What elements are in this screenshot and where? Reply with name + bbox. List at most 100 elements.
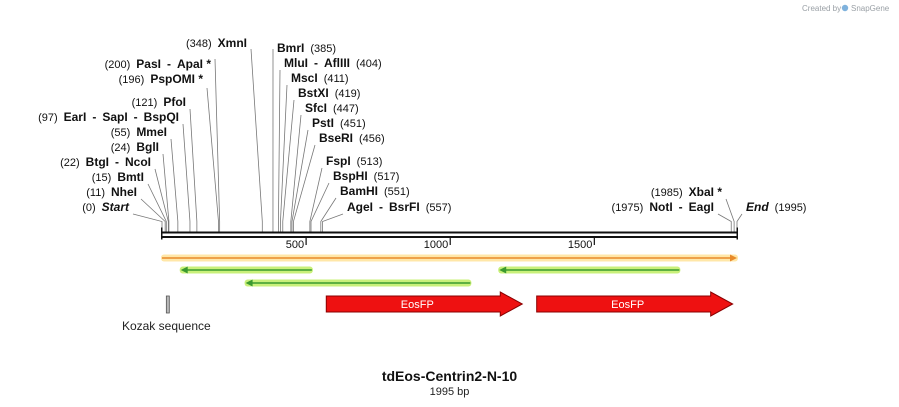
backbone-left-cap [161,227,163,240]
site-label-bseri-enzyme: BseRI [319,131,353,145]
site-label-pasi-position: (200) [105,59,131,71]
ruler-tick-label-1000: 1000 [424,239,448,251]
map-title: tdEos-Centrin2-N-10 [382,368,518,384]
site-label-end-position: (1995) [775,202,807,214]
feature-kozak-label: Kozak sequence [122,319,211,333]
site-label-bamhi-position: (551) [384,186,410,198]
site-label-pspomi-enzyme: PspOMI * [150,72,203,86]
ruler-ticks: 500 1000 1500 [286,238,595,251]
site-line-eari [182,123,191,232]
site-label-bmti-enzyme: BmtI [117,170,144,184]
site-label-mmei-position: (55) [111,127,131,139]
site-label-start-position: (0) [82,202,95,214]
site-label-mlui-position: (404) [356,58,382,70]
site-label-psti-position: (451) [340,118,366,130]
site-line-btgi [154,168,169,232]
backbone-bottom-strand [161,236,738,238]
site-label-xbai-position: (1985) [651,187,683,199]
site-line-nhei [140,198,166,232]
site-label-end-enzyme: End [746,200,769,214]
site-label-mlui-enzyme: MluI [284,56,308,70]
feature-cds-label-570: EosFP [401,299,434,311]
site-line-bstxi [282,99,295,232]
site-label-bmri-position: (385) [310,43,336,55]
site-line-bamhi [320,197,337,232]
site-label-psti-enzyme: PstI [312,116,334,130]
site-label-eari-position: (97) [38,112,58,124]
site-label-btgi-enzyme: NcoI [125,155,151,169]
site-label-fspi-enzyme: FspI [326,154,351,168]
site-label-noti-enzyme: NotI [649,200,672,214]
primer-arrowhead-65 [180,266,188,274]
feature-orange-arrowhead [730,254,737,262]
site-label-pasi-separator: - [167,57,171,71]
site-line-bmti [147,183,167,232]
site-label-sfci-enzyme: SfcI [305,101,327,115]
site-label-bgli-position: (24) [111,142,131,154]
site-line-sfci [290,114,302,232]
site-label-btgi-enzyme: BtgI [86,155,109,169]
primer-arrowhead-1170 [499,266,507,274]
site-label-nhei-enzyme: NheI [111,185,137,199]
site-line-pspomi [206,87,219,232]
site-label-bstxi-position: (419) [335,88,361,100]
site-label-bmri-enzyme: BmrI [277,41,304,55]
credit-text: Created by [802,4,841,13]
site-line-msci [280,84,288,232]
site-label-agei-enzyme: BsrFI [389,200,420,214]
site-line-xmni [250,48,263,232]
site-label-bsphi-position: (517) [374,171,400,183]
site-label-agei-separator: - [379,200,383,214]
site-line-bseri [293,144,316,232]
site-line-xbai [725,198,735,232]
site-label-pspomi-position: (196) [119,74,145,86]
ruler-tick-label-1500: 1500 [568,239,592,251]
site-lines [132,48,743,232]
snapgene-credit: Created by SnapGene [802,4,890,13]
site-line-bsphi [310,182,330,232]
site-label-start-enzyme: Start [102,200,130,214]
site-label-agei-enzyme: AgeI [347,200,373,214]
site-label-pfoi-enzyme: PfoI [163,95,186,109]
site-label-pfoi-position: (121) [132,97,158,109]
primer-arrowhead-290 [245,279,253,287]
site-label-mlui-enzyme: AflIII [324,56,350,70]
ruler-tick-label-500: 500 [286,239,304,251]
site-label-noti-enzyme: EagI [689,200,714,214]
site-label-bamhi-enzyme: BamHI [340,184,378,198]
site-label-eari-enzyme: EarI [64,110,87,124]
map-length: 1995 bp [430,386,470,398]
sequence-backbone [161,227,738,240]
site-label-nhei-position: (11) [86,187,105,199]
feature-cds-label-1300: EosFP [611,299,644,311]
site-line-mmei [170,138,179,232]
site-label-bseri-position: (456) [359,133,385,145]
feature-cds-arrow-570 [325,291,524,317]
site-label-xmni-enzyme: XmnI [218,36,247,50]
feature-cds-arrow-1300 [536,291,734,317]
site-line-fspi [309,167,323,232]
site-label-msci-position: (411) [324,73,349,85]
site-label-xmni-position: (348) [186,38,212,50]
site-label-bstxi-enzyme: BstXI [298,86,329,100]
site-label-eari-enzyme: SapI [102,110,127,124]
credit-brand: SnapGene [851,4,890,13]
site-line-noti [717,213,732,232]
site-line-agei [322,213,344,232]
site-line-bgli [162,153,170,232]
site-label-mmei-enzyme: MmeI [136,125,167,139]
site-label-btgi-separator: - [115,155,119,169]
site-line-start [132,213,163,232]
site-label-fspi-position: (513) [357,156,383,168]
site-line-pfoi [189,108,198,232]
site-label-sfci-position: (447) [333,103,359,115]
site-label-btgi-position: (22) [60,157,80,169]
snapgene-logo-icon [841,4,849,12]
backbone-right-cap [736,227,738,240]
site-label-pasi-enzyme: ApaI * [177,57,211,71]
site-label-msci-enzyme: MscI [291,71,318,85]
site-line-pasi [214,58,221,232]
site-label-xbai-enzyme: XbaI * [689,185,723,199]
site-label-eari-separator: - [134,110,138,124]
